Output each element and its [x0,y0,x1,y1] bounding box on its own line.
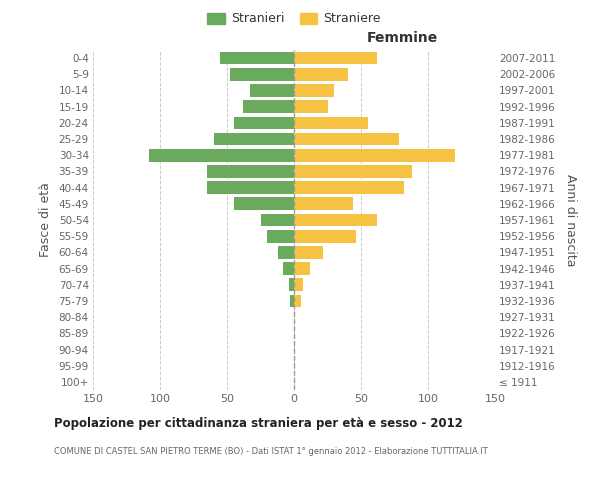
Bar [294,84,334,97]
Bar [220,52,294,64]
Bar [234,198,294,210]
Bar [294,198,353,210]
Bar [294,52,377,64]
Bar [267,230,294,242]
Bar [294,246,323,258]
Bar [294,182,404,194]
Bar [289,278,294,291]
Bar [294,116,368,129]
Bar [294,262,310,275]
Text: Popolazione per cittadinanza straniera per età e sesso - 2012: Popolazione per cittadinanza straniera p… [54,418,463,430]
Bar [230,68,294,80]
Bar [207,182,294,194]
Bar [278,246,294,258]
Legend: Stranieri, Straniere: Stranieri, Straniere [203,8,385,29]
Bar [260,214,294,226]
Bar [207,165,294,177]
Bar [294,230,356,242]
Y-axis label: Anni di nascita: Anni di nascita [564,174,577,266]
Bar [294,100,328,113]
Bar [294,149,455,162]
Bar [294,294,301,308]
Text: Femmine: Femmine [367,31,438,45]
Text: COMUNE DI CASTEL SAN PIETRO TERME (BO) - Dati ISTAT 1° gennaio 2012 - Elaborazio: COMUNE DI CASTEL SAN PIETRO TERME (BO) -… [54,448,488,456]
Bar [283,262,294,275]
Bar [250,84,294,97]
Bar [149,149,294,162]
Bar [294,132,398,145]
Bar [294,165,412,177]
Bar [243,100,294,113]
Bar [294,214,377,226]
Bar [290,294,294,308]
Bar [234,116,294,129]
Bar [294,278,304,291]
Bar [294,68,347,80]
Bar [214,132,294,145]
Y-axis label: Fasce di età: Fasce di età [38,182,52,258]
